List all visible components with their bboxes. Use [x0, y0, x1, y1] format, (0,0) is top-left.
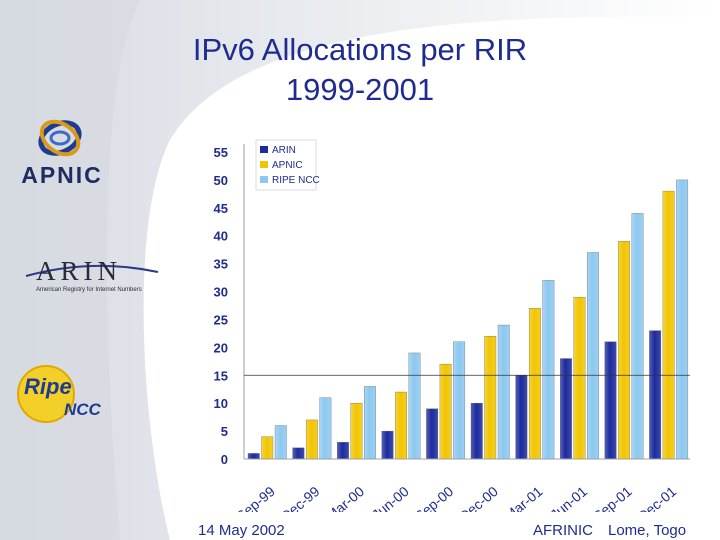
- legend-swatch: [260, 146, 268, 153]
- bar-ripe-ncc-sep-00: [453, 341, 466, 460]
- ripe-ncc-logo: Ripe NCC: [10, 360, 120, 432]
- x-axis: Sep-99 Dec-99 Mar-00 Jun-00 Sep-00 Dec-00 Mar-…: [233, 483, 679, 512]
- apnic-logo-text: APNIC: [21, 162, 103, 188]
- x-tick-label: Sep-00: [411, 483, 456, 512]
- bar-arin-mar-01: [515, 375, 528, 460]
- footer-place: Lome, Togo: [608, 522, 687, 539]
- bars: [247, 179, 689, 460]
- y-tick-label: 50: [214, 173, 228, 188]
- ncc-logo-text: NCC: [64, 400, 101, 419]
- footer-date: 14 May 2002: [198, 522, 285, 539]
- y-tick-label: 15: [214, 368, 228, 383]
- title-line-2: 1999-2001: [285, 72, 435, 107]
- bar-ripe-ncc-dec-99: [319, 397, 332, 460]
- bar-ripe-ncc-dec-01: [676, 179, 689, 460]
- bar-apnic-sep-00: [439, 363, 452, 460]
- legend-swatch: [260, 161, 268, 168]
- bar-ripe-ncc-mar-00: [364, 386, 376, 460]
- bar-apnic-dec-00: [484, 336, 497, 460]
- bar-apnic-mar-01: [528, 308, 541, 460]
- legend: ARIN APNIC RIPE NCC: [255, 139, 320, 191]
- legend-label: RIPE NCC: [272, 175, 320, 186]
- arin-swoosh-icon: [25, 264, 159, 277]
- y-tick-label: 45: [214, 201, 228, 216]
- x-tick-label: Dec-99: [278, 483, 323, 512]
- x-tick-label: Jun-00: [369, 483, 412, 512]
- x-tick-label: Sep-01: [590, 483, 635, 512]
- apnic-globe-icon: [38, 119, 82, 157]
- y-tick-label: 5: [221, 424, 228, 439]
- arin-tagline: American Registry for Internet Numbers: [36, 287, 142, 293]
- y-tick-label: 35: [214, 257, 228, 272]
- arin-logo: ARIN American Registry for Internet Numb…: [22, 254, 162, 300]
- x-tick-label: Dec-00: [456, 483, 501, 512]
- x-tick-label: Jun-01: [547, 483, 590, 512]
- legend-label: ARIN: [272, 145, 296, 156]
- y-tick-label: 30: [214, 285, 228, 300]
- footer-org: AFRINIC: [533, 522, 593, 539]
- bar-ripe-ncc-sep-99: [274, 425, 287, 460]
- y-tick-label: 55: [214, 145, 228, 160]
- title-line-1: IPv6 Allocations per RIR: [192, 32, 528, 67]
- bar-arin-dec-01: [649, 330, 662, 460]
- bar-ripe-ncc-jun-01: [587, 252, 599, 460]
- x-tick-label: Mar-01: [501, 483, 545, 512]
- bar-ripe-ncc-sep-01: [631, 213, 644, 460]
- x-tick-label: Dec-01: [634, 483, 679, 512]
- arin-logo-text: ARIN: [36, 256, 122, 286]
- bar-apnic-sep-01: [618, 241, 630, 460]
- bar-apnic-dec-99: [305, 419, 318, 460]
- bar-arin-dec-00: [470, 403, 483, 460]
- x-tick-label: Sep-99: [233, 483, 278, 512]
- bar-arin-jun-01: [560, 358, 572, 460]
- ripe-badge-icon: [17, 365, 75, 423]
- y-tick-label: 25: [214, 312, 228, 327]
- y-tick-label: 10: [214, 396, 228, 411]
- x-tick-label: Mar-00: [323, 483, 367, 512]
- apnic-logo: APNIC: [14, 110, 134, 195]
- bar-ripe-ncc-mar-01: [542, 280, 555, 460]
- bar-arin-sep-00: [426, 408, 439, 460]
- bar-apnic-sep-99: [261, 436, 274, 460]
- ripe-logo-text: Ripe: [24, 374, 72, 399]
- y-tick-label: 20: [214, 340, 228, 355]
- y-tick-label: 0: [221, 452, 228, 467]
- bar-ripe-ncc-dec-00: [497, 324, 510, 460]
- legend-label: APNIC: [272, 160, 303, 171]
- bar-arin-jun-00: [381, 430, 394, 460]
- bar-apnic-mar-00: [350, 403, 363, 460]
- slide-title: IPv6 Allocations per RIR 1999-2001: [150, 30, 570, 110]
- y-axis: 0 5 10 15 20 25 30 35 40 45 50 55: [214, 145, 228, 467]
- bar-apnic-jun-00: [395, 391, 407, 460]
- bar-apnic-jun-01: [573, 296, 586, 460]
- y-tick-label: 40: [214, 229, 228, 244]
- bar-apnic-dec-01: [662, 190, 675, 460]
- bar-arin-sep-99: [247, 453, 260, 460]
- bar-ripe-ncc-jun-00: [408, 352, 421, 460]
- bar-arin-mar-00: [337, 442, 349, 460]
- legend-swatch: [260, 176, 268, 183]
- bar-arin-dec-99: [292, 447, 305, 460]
- bar-arin-sep-01: [604, 341, 617, 460]
